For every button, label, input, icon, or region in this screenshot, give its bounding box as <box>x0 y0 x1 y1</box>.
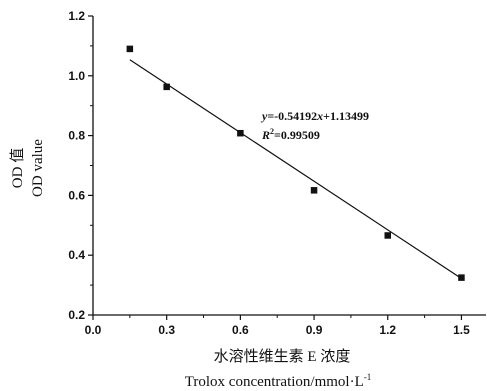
x-axis-unit-sup: -1 <box>364 372 372 382</box>
r-squared-label: R <box>261 128 270 142</box>
y-axis-title-en: OD value <box>30 139 46 197</box>
data-point <box>237 129 244 137</box>
x-axis-title-en: Trolox concentration/mmol·L-1 <box>185 372 372 390</box>
equation-y-var: y <box>260 109 268 123</box>
data-point <box>163 83 170 91</box>
y-tick-label: 0.6 <box>68 188 85 202</box>
y-ticks: 0.2 0.4 0.6 0.8 1.0 1.2 <box>68 9 93 322</box>
x-tick-label: 0.0 <box>85 323 102 337</box>
data-point <box>126 45 134 53</box>
r-squared-value: =0.99509 <box>274 128 320 142</box>
x-axis-title-en-text: Trolox concentration/mmol·L <box>185 374 364 390</box>
y-axis-title-zh: OD 值 <box>9 148 26 188</box>
x-tick-label: 1.5 <box>453 323 470 337</box>
x-ticks: 0.0 0.3 0.6 0.9 1.2 1.5 <box>85 315 470 337</box>
y-tick-label: 1.2 <box>68 9 85 23</box>
data-point <box>458 274 465 281</box>
r-squared: R2=0.99509 <box>261 127 320 142</box>
y-tick-label: 0.2 <box>68 308 85 322</box>
data-point <box>310 187 318 194</box>
equation-intercept: +1.13499 <box>323 109 369 123</box>
y-tick-label: 1.0 <box>68 69 85 83</box>
x-tick-label: 0.6 <box>232 323 249 337</box>
x-axis-title-zh: 水溶性维生素 E 浓度 <box>214 348 351 365</box>
fit-line <box>129 59 462 279</box>
fit-equation: y=-0.54192x+1.13499 <box>260 109 369 123</box>
x-tick-label: 0.3 <box>158 323 175 337</box>
y-tick-label: 0.4 <box>68 248 85 262</box>
x-tick-label: 1.2 <box>379 323 396 337</box>
r-squared-sup: 2 <box>270 127 274 136</box>
equation-x-var: x <box>316 109 323 123</box>
data-point <box>384 232 391 239</box>
fit-line-layer <box>129 59 462 279</box>
equation-slope: =-0.54192 <box>267 109 317 123</box>
x-tick-label: 0.9 <box>306 323 323 337</box>
data-points <box>126 45 465 281</box>
y-tick-label: 0.8 <box>68 129 85 143</box>
